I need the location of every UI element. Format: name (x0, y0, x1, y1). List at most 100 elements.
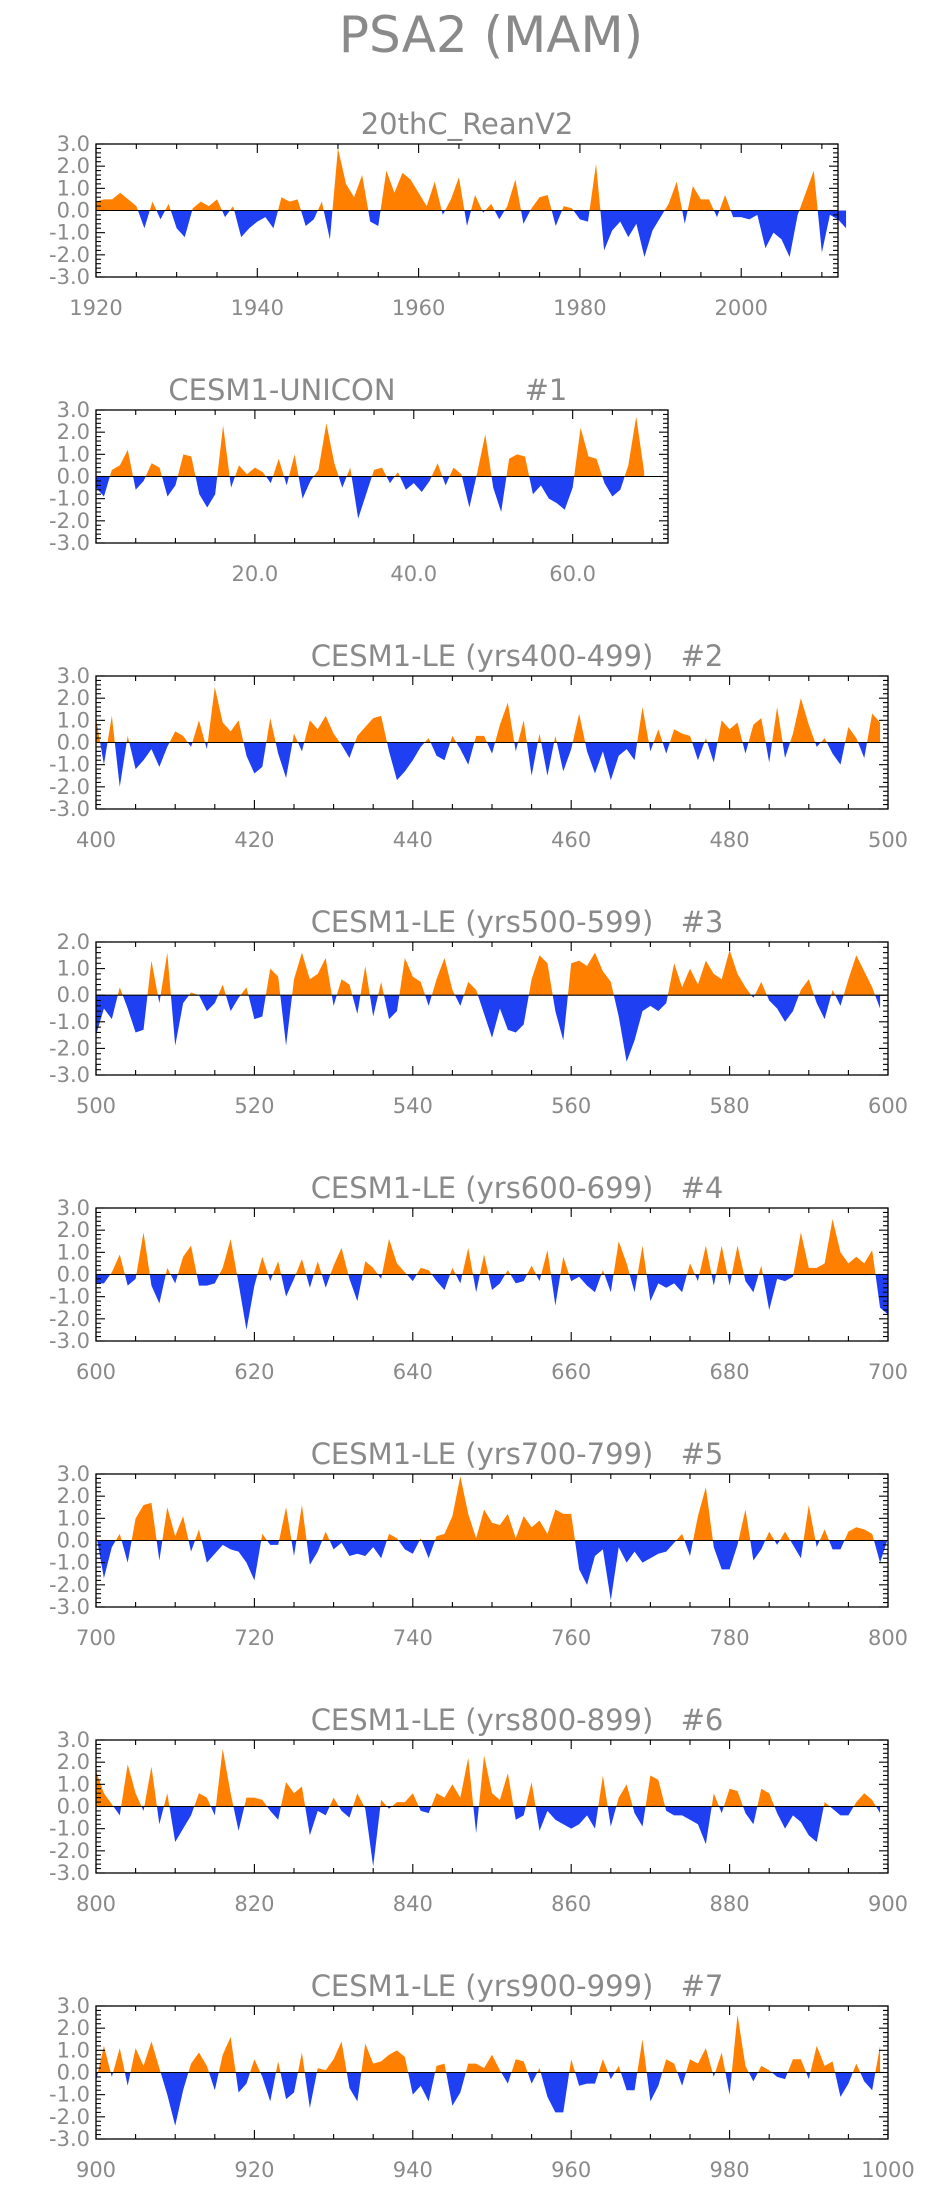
y-tick-label: -2.0 (49, 1036, 90, 1060)
x-tick-label: 500 (76, 1094, 116, 1118)
negative-area (96, 210, 847, 258)
x-tick-label: 920 (234, 2158, 274, 2182)
panel-member-label: #7 (681, 1969, 724, 2003)
negative-area (96, 742, 881, 787)
y-tick-label: -1.0 (49, 487, 90, 511)
y-tick-label: 3.0 (57, 664, 90, 688)
y-tick-label: -1.0 (49, 1010, 90, 1034)
positive-area (96, 949, 881, 996)
panel-member-label: #6 (681, 1703, 724, 1737)
y-tick-label: -2.0 (49, 775, 90, 799)
panel-title: CESM1-LE (yrs400-499) (311, 639, 654, 673)
y-tick-label: 0.0 (57, 1529, 90, 1553)
y-tick-label: 0.0 (57, 1795, 90, 1819)
y-tick-label: 3.0 (57, 1462, 90, 1486)
panel-member-label: #3 (681, 905, 724, 939)
y-tick-label: 2.0 (57, 930, 90, 954)
y-tick-label: 3.0 (57, 1728, 90, 1752)
positive-area (96, 1748, 881, 1807)
panel-member-label: #4 (681, 1171, 724, 1205)
y-tick-label: 0.0 (57, 2061, 90, 2085)
y-tick-label: -1.0 (49, 1285, 90, 1309)
x-tick-label: 480 (710, 828, 750, 852)
panel-3: CESM1-LE (yrs400-499) #23.02.01.00.0-1.0-… (49, 639, 908, 852)
x-tick-label: 600 (868, 1094, 908, 1118)
x-tick-label: 620 (234, 1360, 274, 1384)
y-tick-label: 3.0 (57, 1994, 90, 2018)
y-tick-label: 2.0 (57, 154, 90, 178)
y-tick-label: 1.0 (57, 1772, 90, 1796)
negative-area (96, 1540, 888, 1601)
x-tick-label: 820 (234, 1892, 274, 1916)
positive-area (96, 148, 847, 211)
y-tick-label: -3.0 (49, 1595, 90, 1619)
y-tick-label: 2.0 (57, 2016, 90, 2040)
y-tick-label: -3.0 (49, 1063, 90, 1087)
panel-2: CESM1-UNICON #1 3.02.01.00.0-1.0-2.0-3.0 20… (49, 373, 669, 586)
y-tick-label: -2.0 (49, 243, 90, 267)
y-tick-label: 1.0 (57, 1506, 90, 1530)
x-tick-label: 520 (234, 1094, 274, 1118)
y-tick-label: 3.0 (57, 1196, 90, 1220)
y-tick-label: -1.0 (49, 753, 90, 777)
panel-title: CESM1-LE (yrs700-799) (311, 1437, 654, 1471)
panels: 20thC_ReanV23.02.01.00.0-1.0-2.0-3.01920… (49, 107, 915, 2182)
y-tick-label: 0.0 (57, 731, 90, 755)
positive-area (96, 2014, 881, 2073)
x-tick-label: 460 (551, 828, 591, 852)
panel-6: CESM1-LE (yrs700-799) #53.02.01.00.0-1.0-… (49, 1437, 908, 1650)
x-tick-label: 1960 (392, 296, 445, 320)
x-tick-label: 2000 (714, 296, 767, 320)
x-tick-label: 440 (393, 828, 433, 852)
x-tick-label: 800 (76, 1892, 116, 1916)
panel-title: CESM1-LE (yrs600-699) (311, 1171, 654, 1205)
positive-area (96, 1219, 888, 1275)
panel-title: CESM1-LE (yrs900-999) (311, 1969, 654, 2003)
x-tick-label: 860 (551, 1892, 591, 1916)
x-tick-label: 840 (393, 1892, 433, 1916)
positive-area (96, 1476, 888, 1541)
positive-area (96, 687, 881, 743)
y-tick-label: 1.0 (57, 708, 90, 732)
x-tick-label: 40.0 (390, 562, 437, 586)
x-tick-label: 560 (551, 1094, 591, 1118)
x-tick-label: 780 (710, 1626, 750, 1650)
x-tick-label: 700 (868, 1360, 908, 1384)
panel-1: 20thC_ReanV2 3.02.01.00.0-1.0-2.0-3.0 1920… (49, 107, 847, 320)
y-tick-label: -3.0 (49, 2127, 90, 2151)
y-tick-label: 3.0 (57, 398, 90, 422)
y-tick-label: -3.0 (49, 531, 90, 555)
x-tick-label: 660 (551, 1360, 591, 1384)
x-tick-label: 640 (393, 1360, 433, 1384)
y-tick-label: 2.0 (57, 1750, 90, 1774)
panel-7: CESM1-LE (yrs800-899) #63.02.01.00.0-1.0-… (49, 1703, 908, 1916)
y-tick-label: -2.0 (49, 509, 90, 533)
x-tick-label: 1000 (861, 2158, 914, 2182)
x-tick-label: 800 (868, 1626, 908, 1650)
y-tick-label: 3.0 (57, 132, 90, 156)
y-tick-label: -1.0 (49, 1817, 90, 1841)
x-tick-label: 1940 (231, 296, 284, 320)
y-tick-label: 1.0 (57, 442, 90, 466)
x-tick-label: 760 (551, 1626, 591, 1650)
x-tick-label: 20.0 (232, 562, 279, 586)
x-tick-label: 1920 (69, 296, 122, 320)
panel-member-label: #1 (525, 373, 568, 407)
x-tick-label: 940 (393, 2158, 433, 2182)
negative-area (96, 476, 645, 519)
positive-area (96, 416, 645, 477)
negative-area (96, 1806, 881, 1867)
y-tick-label: 2.0 (57, 1484, 90, 1508)
y-tick-label: -1.0 (49, 1551, 90, 1575)
y-tick-label: -2.0 (49, 1839, 90, 1863)
y-tick-label: 0.0 (57, 465, 90, 489)
y-tick-label: -3.0 (49, 1329, 90, 1353)
x-tick-label: 880 (710, 1892, 750, 1916)
y-tick-label: -3.0 (49, 265, 90, 289)
y-tick-label: 0.0 (57, 199, 90, 223)
y-tick-label: -2.0 (49, 1573, 90, 1597)
x-tick-label: 400 (76, 828, 116, 852)
y-tick-label: -2.0 (49, 1307, 90, 1331)
y-tick-label: 2.0 (57, 686, 90, 710)
